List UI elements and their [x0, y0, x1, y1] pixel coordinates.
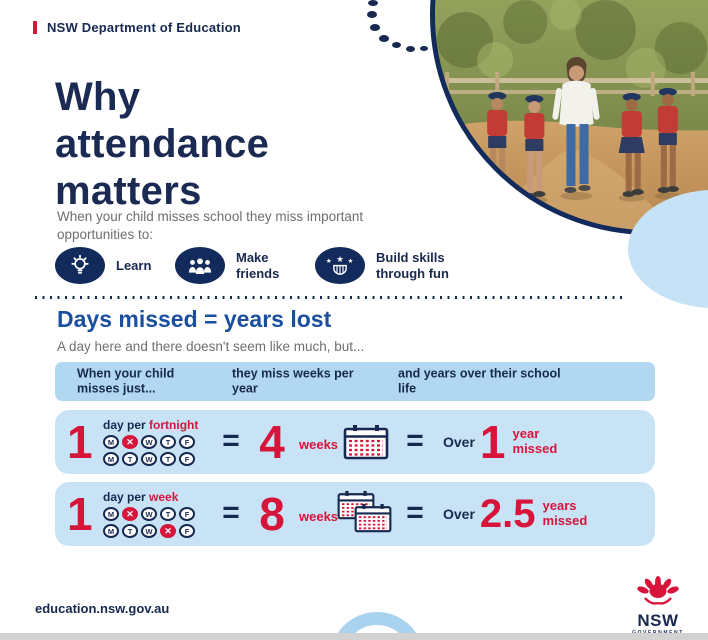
weekday-circle: M — [103, 507, 119, 521]
title-line: attendance — [55, 122, 270, 166]
opportunities-row: Learn Make friends ★ ★ ★ — [55, 247, 471, 284]
department-label: NSW Department of Education — [47, 20, 241, 35]
result-number: 2.5 — [479, 492, 536, 536]
frequency-label: day per fortnight — [103, 418, 211, 432]
arc-dot-icon — [392, 42, 401, 48]
frequency-prefix: day per — [103, 418, 150, 432]
weeks-label: weeks — [299, 436, 339, 452]
red-bar-icon — [33, 21, 37, 34]
title-line: matters — [55, 169, 202, 213]
calendar-icon — [343, 425, 389, 460]
weekday-circle: M — [103, 452, 119, 466]
frequency-block: day per week M ✕ W T F M T W ✕ F — [103, 490, 211, 538]
opportunity-label: Make friends — [236, 250, 280, 281]
result-label: year missed — [512, 426, 558, 456]
weekday-circle: W — [141, 435, 157, 449]
weekday-circle: M — [103, 435, 119, 449]
equals-sign: = — [222, 495, 240, 529]
bottom-edge-strip — [0, 633, 708, 640]
department-brand: NSW Department of Education — [33, 20, 241, 35]
title-line: Why — [55, 75, 141, 119]
intro-text: When your child misses school they miss … — [57, 209, 364, 242]
frequency-block: day per fortnight M ✕ W T F M T W T F — [103, 418, 211, 466]
weekday-circle: W — [141, 452, 157, 466]
missed-day-icon: ✕ — [122, 435, 138, 449]
over-label: Over — [443, 506, 475, 522]
big-number: 1 — [67, 416, 93, 468]
column-header: and years over their school life — [398, 365, 561, 396]
table-header-bar: When your child misses just... they miss… — [55, 362, 655, 401]
missed-day-icon: ✕ — [122, 507, 138, 521]
weekday-circle: F — [179, 524, 195, 538]
weekday-circle: T — [160, 452, 176, 466]
nsw-government-logo: NSW GOVERNMENT — [620, 576, 696, 636]
svg-text:★: ★ — [326, 257, 332, 265]
arc-dot-icon — [379, 35, 389, 42]
column-header: they miss weeks per year — [232, 365, 354, 396]
frequency-label: day per week — [103, 490, 211, 504]
equals-sign: = — [406, 495, 424, 529]
calendar-icon — [354, 503, 392, 533]
weeks-number: 4 — [259, 416, 285, 468]
opportunity-make-friends: Make friends — [175, 247, 315, 284]
svg-text:★: ★ — [336, 254, 344, 264]
arc-dot-icon — [367, 11, 377, 18]
arc-dot-icon — [368, 0, 378, 6]
weekday-circle: M — [103, 524, 119, 538]
dotted-divider — [35, 296, 623, 299]
opportunity-learn: Learn — [55, 247, 175, 284]
people-icon — [175, 247, 225, 284]
weekday-row: M ✕ W T F — [103, 435, 211, 449]
opportunity-label: Build skills through fun — [376, 250, 449, 281]
over-label: Over — [443, 434, 475, 450]
result-number: 1 — [479, 416, 506, 468]
arc-dot-icon — [420, 46, 428, 51]
calendar-group — [337, 486, 395, 542]
weekday-row: M ✕ W T F — [103, 507, 211, 521]
weekday-circle: T — [122, 452, 138, 466]
missed-day-icon: ✕ — [160, 524, 176, 538]
weeks-number: 8 — [259, 488, 285, 540]
result-row: 1 day per fortnight M ✕ W T F M T W T F = 4 weeks = Over… — [55, 410, 655, 474]
equals-sign: = — [406, 423, 424, 457]
equals-sign: = — [222, 423, 240, 457]
weekday-circle: F — [179, 507, 195, 521]
weekday-circle: F — [179, 435, 195, 449]
frequency-prefix: day per — [103, 490, 150, 504]
weekday-row: M T W ✕ F — [103, 524, 211, 538]
waratah-icon — [637, 576, 679, 605]
column-header: When your child misses just... — [77, 365, 175, 396]
footer-url: education.nsw.gov.au — [35, 601, 170, 616]
page-title: Why attendance matters — [55, 74, 269, 215]
frequency-highlight: week — [149, 490, 179, 504]
result-row: 1 day per week M ✕ W T F M T W ✕ F = 8 weeks = Over 2.5 ye… — [55, 482, 655, 546]
calendar-group — [337, 414, 395, 470]
result-label: years missed — [542, 498, 588, 528]
fun-skills-icon: ★ ★ ★ — [315, 247, 365, 284]
big-number: 1 — [67, 488, 93, 540]
section-heading: Days missed = years lost — [57, 306, 332, 332]
nsw-logo-text: NSW — [637, 611, 679, 630]
arc-dot-icon — [370, 24, 380, 31]
hero-photo-circle — [430, 0, 708, 235]
weeks-label: weeks — [299, 508, 339, 524]
weekday-circle: W — [141, 524, 157, 538]
weekday-circle: F — [179, 452, 195, 466]
weekday-circle: T — [122, 524, 138, 538]
weekday-circle: W — [141, 507, 157, 521]
section-subheading: A day here and there doesn't seem like m… — [57, 339, 365, 354]
lightbulb-icon — [55, 247, 105, 284]
opportunity-label: Learn — [116, 257, 152, 273]
weekday-circle: T — [160, 435, 176, 449]
photo-teacher-students-walking — [435, 0, 708, 230]
weekday-circle: T — [160, 507, 176, 521]
arc-dot-icon — [406, 46, 415, 52]
opportunity-build-skills: ★ ★ ★ Build skills through fun — [315, 247, 471, 284]
svg-text:★: ★ — [348, 257, 354, 265]
frequency-highlight: fortnight — [149, 418, 199, 432]
